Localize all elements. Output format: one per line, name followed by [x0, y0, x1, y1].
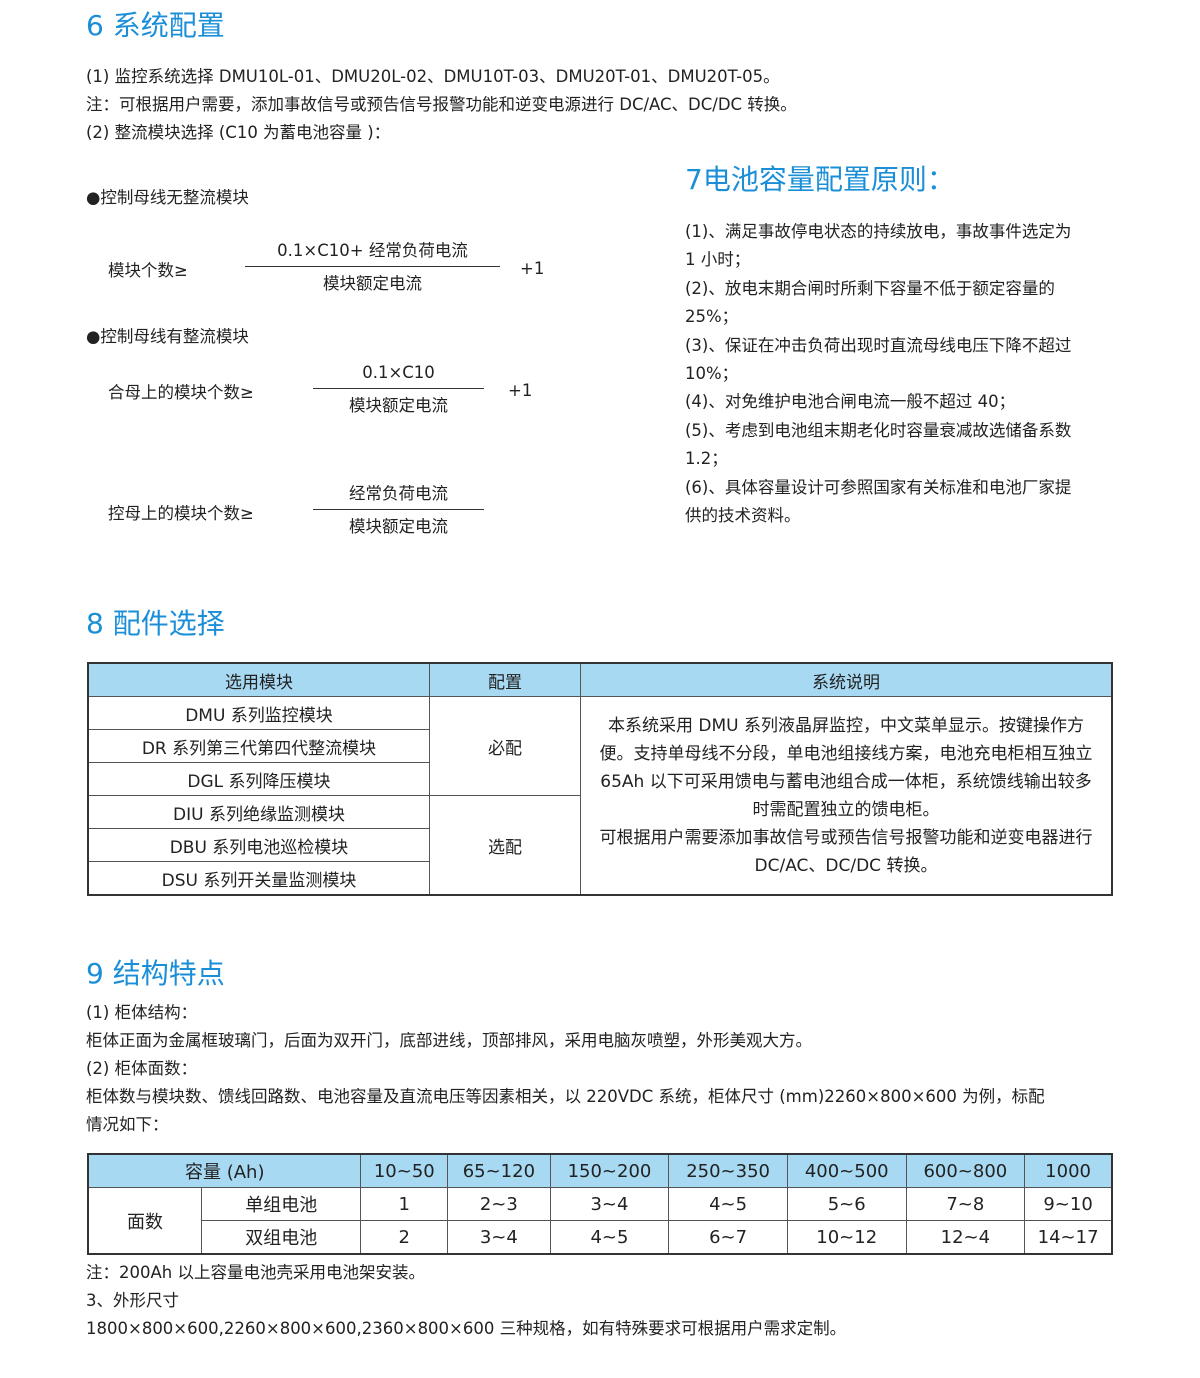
config-cell: 选配: [429, 795, 581, 896]
table-row: 双组电池 2 3~4 4~5 6~7 10~12 12~4 14~17: [88, 1220, 1113, 1255]
col-header: 400~500: [786, 1153, 907, 1188]
note-line: 注：200Ah 以上容量电池壳采用电池架安装。: [86, 1263, 425, 1282]
section-8-title: 8 配件选择: [86, 607, 225, 640]
s7-line: (6)、具体容量设计可参照国家有关标准和电池厂家提: [685, 477, 1072, 497]
s6-line: (2) 整流模块选择 (C10 为蓄电池容量 )：: [86, 123, 391, 142]
module-cell: DGL 系列降压模块: [87, 762, 430, 796]
desc-line: 本系统采用 DMU 系列液晶屏监控，中文菜单显示。按键操作方: [607, 715, 1084, 736]
formula-1-fraction: 0.1×C10+ 经常负荷电流 模块额定电流: [245, 236, 500, 297]
col-header: 150~200: [549, 1153, 670, 1188]
module-cell: DIU 系列绝缘监测模块: [87, 795, 430, 829]
s7-line: (4)、对免维护电池合闸电流一般不超过 40；: [685, 392, 1016, 412]
formula-2-fraction: 0.1×C10 模块额定电流: [313, 358, 484, 419]
s9-after: 注：200Ah 以上容量电池壳采用电池架安装。 3、外形尺寸 1800×800×…: [86, 1259, 846, 1343]
cell: 7~8: [905, 1187, 1026, 1221]
numerator: 0.1×C10+ 经常负荷电流: [277, 241, 468, 260]
cell: 3~4: [447, 1220, 551, 1255]
desc-line: DC/AC、DC/DC 转换。: [754, 855, 938, 876]
numerator: 经常负荷电流: [349, 484, 448, 503]
formula-3-fraction: 经常负荷电流 模块额定电流: [313, 479, 484, 540]
s7-line: 供的技术资料。: [685, 506, 801, 526]
cell: 2~3: [447, 1187, 551, 1221]
cell: 1: [360, 1187, 449, 1221]
desc-line: 65Ah 以下可采用馈电与蓄电池组合成一体柜，系统馈线输出较多: [600, 771, 1092, 792]
s7-line: 1 小时；: [685, 250, 751, 270]
cell: 4~5: [549, 1220, 670, 1255]
note-line: 1800×800×600,2260×800×600,2360×800×600 三…: [86, 1319, 847, 1338]
group-cell: 面数: [87, 1187, 202, 1255]
case-1: ●控制母线无整流模块: [86, 188, 249, 207]
table-row: 面数 单组电池 1 2~3 3~4 4~5 5~6 7~8 9~10: [87, 1187, 1113, 1255]
s6-line: 注：可根据用户需要，添加事故信号或预告信号报警功能和逆变电源进行 DC/AC、D…: [86, 95, 797, 114]
section-9-title: 9 结构特点: [86, 957, 225, 990]
cell: 9~10: [1024, 1187, 1113, 1221]
module-cell: DR 系列第三代第四代整流模块: [87, 729, 430, 763]
cell: 4~5: [668, 1187, 788, 1221]
cell: 10~12: [786, 1220, 907, 1255]
col-header: 系统说明: [580, 662, 1113, 697]
denominator: 模块额定电流: [349, 396, 448, 415]
cabinet-count-table: 容量 (Ah) 10~50 65~120 150~200 250~350 400~500…: [87, 1153, 1113, 1255]
cell: 12~4: [905, 1220, 1026, 1255]
s9-line: 情况如下：: [86, 1115, 169, 1134]
s7-line: (2)、放电末期合闸时所剩下容量不低于额定容量的: [685, 278, 1055, 298]
desc-line: 便。支持单母线不分段，单电池组接线方案，电池充电柜相互独立: [599, 743, 1093, 764]
formula-3-label: 控母上的模块个数≥: [108, 504, 254, 523]
row-label: 双组电池: [200, 1220, 362, 1255]
s7-line: (1)、满足事故停电状态的持续放电，事故事件选定为: [685, 222, 1072, 241]
s7-line: 10%；: [685, 364, 739, 384]
description-cell: 本系统采用 DMU 系列液晶屏监控，中文菜单显示。按键操作方 便。支持单母线不分段…: [580, 696, 1113, 896]
s7-line: (5)、考虑到电池组末期老化时容量衰减故选储备系数: [685, 420, 1072, 440]
formula-2-plus: +1: [508, 381, 533, 400]
numerator: 0.1×C10: [362, 363, 435, 382]
denominator: 模块额定电流: [323, 274, 422, 293]
cell: 2: [360, 1220, 449, 1255]
col-header: 容量 (Ah): [87, 1153, 362, 1188]
s7-line: 25%；: [685, 307, 739, 327]
col-header: 选用模块: [87, 662, 430, 697]
module-cell: DBU 系列电池巡检模块: [87, 828, 430, 862]
row-label: 单组电池: [200, 1187, 362, 1221]
s9-line: (2) 柜体面数：: [86, 1059, 198, 1078]
denominator: 模块额定电流: [349, 517, 448, 536]
desc-line: 时需配置独立的馈电柜。: [752, 799, 940, 820]
s7-line: 1.2；: [685, 449, 728, 469]
s6-line: (1) 监控系统选择 DMU10L-01、DMU20L-02、DMU10T-03…: [86, 67, 780, 86]
col-header: 配置: [429, 662, 581, 697]
config-cell: 必配: [429, 696, 581, 796]
col-header: 10~50: [360, 1153, 449, 1188]
col-header: 600~800: [905, 1153, 1026, 1188]
s9-line: (1) 柜体结构：: [86, 1003, 198, 1022]
cell: 5~6: [786, 1187, 907, 1221]
cell: 6~7: [668, 1220, 788, 1255]
s7-list: (1)、满足事故停电状态的持续放电，事故事件选定为 1 小时； (2)、放电末期…: [685, 218, 1071, 530]
desc-line: 可根据用户需要添加事故信号或预告信号报警功能和逆变电器进行: [599, 827, 1093, 848]
section-7-title: 7电池容量配置原则：: [685, 163, 955, 196]
note-line: 3、外形尺寸: [86, 1291, 179, 1310]
formula-2-label: 合母上的模块个数≥: [108, 383, 254, 402]
s7-line: (3)、保证在冲击负荷出现时直流母线电压下降不超过: [685, 335, 1072, 355]
formula-1-plus: +1: [520, 259, 545, 278]
s9-text: (1) 柜体结构： 柜体正面为金属框玻璃门，后面为双开门，底部进线，顶部排风，采…: [86, 999, 1045, 1139]
section-6-title: 6 系统配置: [86, 9, 225, 42]
accessories-table: 选用模块 配置 系统说明 DMU 系列监控模块 必配 本系统采用 DMU 系列液晶屏监…: [87, 662, 1113, 896]
col-header: 65~120: [447, 1153, 551, 1188]
module-cell: DSU 系列开关量监测模块: [87, 861, 430, 896]
col-header: 250~350: [668, 1153, 788, 1188]
case-2: ●控制母线有整流模块: [86, 327, 249, 346]
s9-line: 柜体数与模块数、馈线回路数、电池容量及直流电压等因素相关，以 220VDC 系统…: [86, 1087, 1045, 1106]
formula-1-label: 模块个数≥: [108, 261, 188, 280]
col-header: 1000: [1024, 1153, 1113, 1188]
module-cell: DMU 系列监控模块: [87, 696, 430, 730]
s9-line: 柜体正面为金属框玻璃门，后面为双开门，底部进线，顶部排风，采用电脑灰喷塑，外形美…: [86, 1031, 812, 1050]
cell: 14~17: [1024, 1220, 1113, 1255]
cell: 3~4: [549, 1187, 670, 1221]
